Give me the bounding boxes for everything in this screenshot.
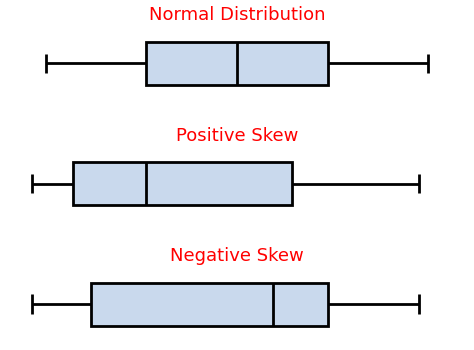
Title: Normal Distribution: Normal Distribution bbox=[149, 6, 325, 25]
Bar bbox=[73, 162, 292, 205]
Bar bbox=[91, 283, 328, 326]
Title: Positive Skew: Positive Skew bbox=[176, 127, 298, 145]
Bar bbox=[146, 42, 328, 85]
Title: Negative Skew: Negative Skew bbox=[170, 247, 304, 265]
